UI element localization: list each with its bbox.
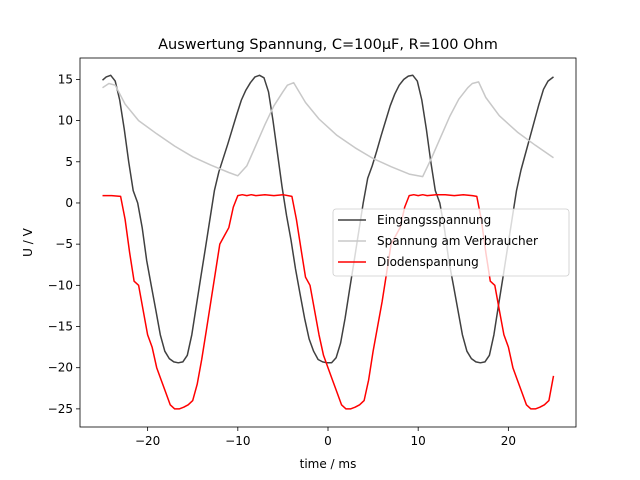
x-tick-label: 20 [501,434,516,448]
chart-title: Auswertung Spannung, C=100µF, R=100 Ohm [158,37,498,53]
y-tick-label: 5 [65,155,73,169]
series-line-eingangsspannung [102,74,554,364]
x-tick-label: −10 [225,434,250,448]
x-axis: −20 −10 0 10 20 [135,427,516,448]
y-tick-label: −15 [48,320,73,334]
legend: Eingangsspannung Spannung am Verbraucher… [332,208,570,277]
x-tick-label: 0 [324,434,332,448]
series-line-spannung-am-verbraucher [102,81,554,178]
x-axis-label: time / ms [300,457,357,471]
y-tick-label: −10 [48,278,73,292]
legend-label-diodenspannung: Diodenspannung [377,255,479,269]
legend-label-eingangsspannung: Eingangsspannung [377,213,491,227]
x-tick-label: 10 [411,434,426,448]
y-tick-label: −25 [48,402,73,416]
y-tick-label: 0 [65,196,73,210]
legend-box [332,208,570,277]
y-axis: 15 10 5 0 −5 −10 −15 −20 −25 [48,72,80,416]
legend-label-spannung-am-verbraucher: Spannung am Verbraucher [377,234,538,248]
x-tick-label: −20 [135,434,160,448]
y-tick-label: 15 [58,72,73,86]
y-tick-label: 10 [58,114,73,128]
y-axis-label: U / V [21,227,35,256]
y-tick-label: −20 [48,361,73,375]
y-tick-label: −5 [55,237,73,251]
